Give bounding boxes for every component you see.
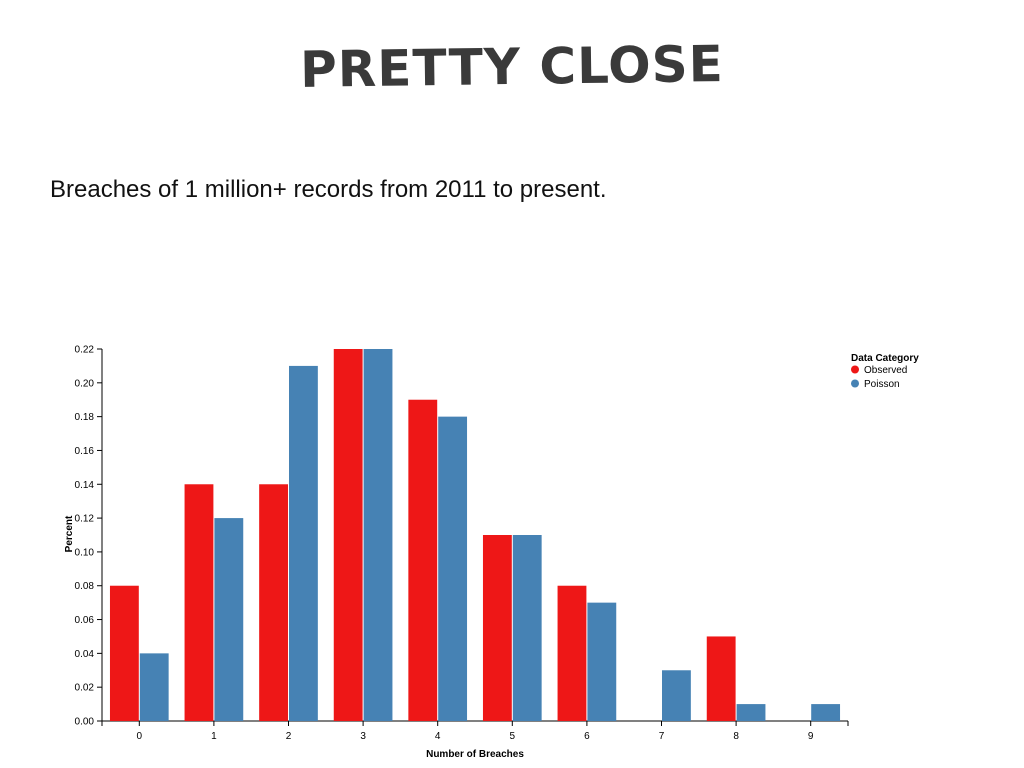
y-tick-label: 0.04: [75, 649, 95, 660]
y-tick-label: 0.08: [75, 581, 95, 592]
legend-label-observed: Observed: [864, 365, 907, 376]
y-axis: 0.00 0.02 0.04 0.06 0.08 0.10 0.12 0.14 0.16 0.18…: [75, 345, 103, 728]
x-tick-label: 7: [659, 731, 665, 742]
y-tick-label: 0.18: [75, 412, 95, 423]
bar-poisson-3: [363, 349, 393, 721]
x-axis-title: Number of Breaches: [426, 749, 524, 760]
y-tick-label: 0.12: [75, 514, 95, 525]
bar-poisson-2: [289, 365, 318, 721]
legend: Data Category Observed Poisson: [851, 353, 919, 390]
y-tick-label: 0.10: [75, 547, 95, 558]
x-tick-label: 2: [286, 731, 292, 742]
x-tick-label: 3: [360, 731, 366, 742]
bar-observed-6: [557, 585, 587, 721]
legend-label-poisson: Poisson: [864, 379, 900, 390]
bar-observed-4: [408, 399, 438, 721]
y-tick-label: 0.00: [75, 717, 95, 728]
bar-poisson-9: [811, 704, 841, 721]
bar-poisson-0: [139, 653, 169, 721]
y-tick-label: 0.06: [75, 615, 95, 626]
bar-observed-8: [706, 636, 736, 721]
bar-observed-2: [259, 484, 288, 721]
bar-poisson-8: [736, 704, 766, 721]
bar-poisson-1: [214, 518, 244, 721]
y-axis-title: Percent: [64, 515, 75, 552]
y-tick-label: 0.22: [75, 345, 95, 356]
bar-poisson-4: [438, 416, 468, 721]
bar-observed-5: [482, 535, 512, 721]
x-tick-label: 8: [733, 731, 739, 742]
bars: [109, 349, 841, 721]
x-tick-label: 1: [211, 731, 217, 742]
bar-observed-0: [109, 585, 139, 721]
y-tick-label: 0.16: [75, 446, 95, 457]
slide-subtitle: Breaches of 1 million+ records from 2011…: [50, 176, 607, 203]
bar-observed-1: [184, 484, 214, 721]
x-tick-label: 0: [137, 731, 143, 742]
y-tick-label: 0.02: [75, 683, 95, 694]
legend-swatch-poisson: [851, 379, 859, 388]
bar-poisson-6: [587, 602, 617, 721]
legend-title: Data Category: [851, 353, 919, 364]
legend-swatch-observed: [851, 365, 859, 374]
bar-observed-3: [333, 349, 363, 721]
bar-poisson-7: [662, 670, 691, 721]
x-axis: 0 1 2 3 4 5 6 7 8 9: [101, 720, 849, 742]
y-tick-label: 0.20: [75, 378, 95, 389]
bar-poisson-5: [512, 535, 542, 721]
x-tick-label: 4: [435, 731, 441, 742]
x-tick-label: 5: [510, 731, 516, 742]
x-tick-label: 9: [808, 731, 814, 742]
y-tick-label: 0.14: [75, 480, 95, 491]
x-tick-label: 6: [584, 731, 590, 742]
